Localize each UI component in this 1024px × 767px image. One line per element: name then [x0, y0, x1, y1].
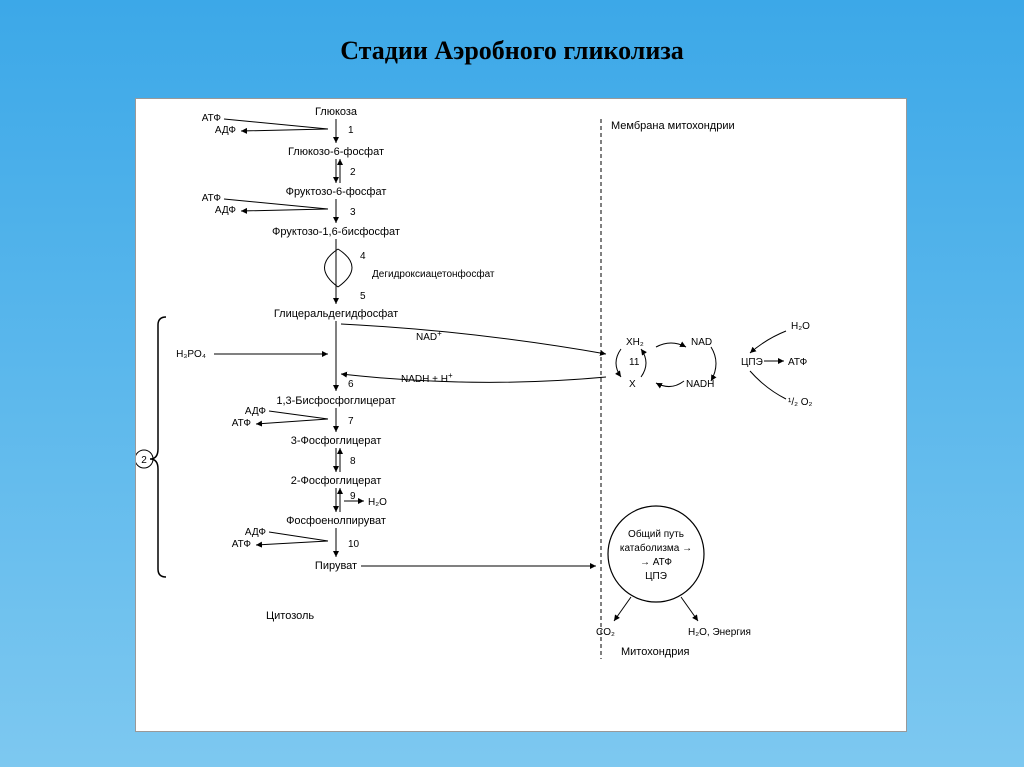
nad-r: NAD	[691, 337, 712, 348]
num-4: 4	[360, 251, 366, 262]
adf-3: АДФ	[215, 205, 237, 216]
atf-10: АТФ	[232, 539, 252, 550]
nadh-h: NADH + H+	[401, 371, 453, 385]
co2: CO₂	[596, 627, 615, 638]
circle-2: 2	[141, 455, 147, 466]
page-title: Стадии Аэробного гликолиза	[0, 0, 1024, 76]
atf-7: АТФ	[232, 418, 252, 429]
xh2: XH₂	[626, 337, 644, 348]
membrane-label: Мембрана митохондрии	[611, 120, 735, 132]
num-2: 2	[350, 167, 356, 178]
cat4: ЦПЭ	[645, 571, 667, 582]
h2o-9: H₂O	[368, 497, 387, 508]
h2o-r: H₂O	[791, 321, 810, 332]
h3po4: H₃PO₄	[176, 349, 206, 360]
cat1: Общий путь	[628, 528, 684, 540]
atf-1: АТФ	[202, 113, 222, 124]
mito-label: Митохондрия	[621, 646, 689, 658]
step-pg2: 2-Фосфоглицерат	[291, 475, 382, 487]
cpe: ЦПЭ	[741, 357, 763, 368]
adf-10: АДФ	[245, 527, 267, 538]
num-5: 5	[360, 291, 366, 302]
atf-cpe: АТФ	[788, 357, 808, 368]
step-pep: Фосфоенолпируват	[286, 515, 386, 527]
num-6: 6	[348, 379, 354, 390]
nadh-r: NADH	[686, 379, 714, 390]
num-7: 7	[348, 416, 354, 427]
num-8: 8	[350, 456, 356, 467]
adf-1: АДФ	[215, 125, 237, 136]
step-pg3: 3-Фосфоглицерат	[291, 435, 382, 447]
glycolysis-diagram: Глюкоза 1 АТФ АДФ Глюкозо-6-фосфат 2 Фру…	[136, 99, 906, 731]
atf-3: АТФ	[202, 193, 222, 204]
num-9: 9	[350, 491, 356, 502]
x: X	[629, 379, 636, 390]
cat3: → АТФ	[640, 557, 672, 568]
step-f16bp: Фруктозо-1,6-бисфосфат	[272, 226, 400, 238]
step-f6p: Фруктозо-6-фосфат	[286, 186, 387, 198]
step-glucose: Глюкоза	[315, 106, 358, 118]
nad-plus: NAD+	[416, 329, 442, 343]
num-3: 3	[350, 207, 356, 218]
diagram-container: Глюкоза 1 АТФ АДФ Глюкозо-6-фосфат 2 Фру…	[135, 98, 907, 732]
cat2: катаболизма →	[620, 542, 692, 554]
step-dhap: Дегидроксиацетонфосфат	[372, 268, 495, 280]
step-bpg: 1,3-Бисфосфоглицерат	[276, 395, 395, 407]
step-gap: Глицеральдегидфосфат	[274, 308, 398, 320]
cytosol-label: Цитозоль	[266, 610, 314, 622]
adf-7: АДФ	[245, 406, 267, 417]
catabolism-circle	[608, 506, 704, 602]
num-11: 11	[629, 357, 640, 368]
num-1: 1	[348, 125, 354, 136]
step-g6p: Глюкозо-6-фосфат	[288, 146, 384, 158]
half-o2: ¹/₂ O₂	[788, 397, 813, 408]
h2o-energy: H₂O, Энергия	[688, 627, 751, 638]
num-10: 10	[348, 539, 360, 550]
step-pyruvate: Пируват	[315, 560, 357, 572]
